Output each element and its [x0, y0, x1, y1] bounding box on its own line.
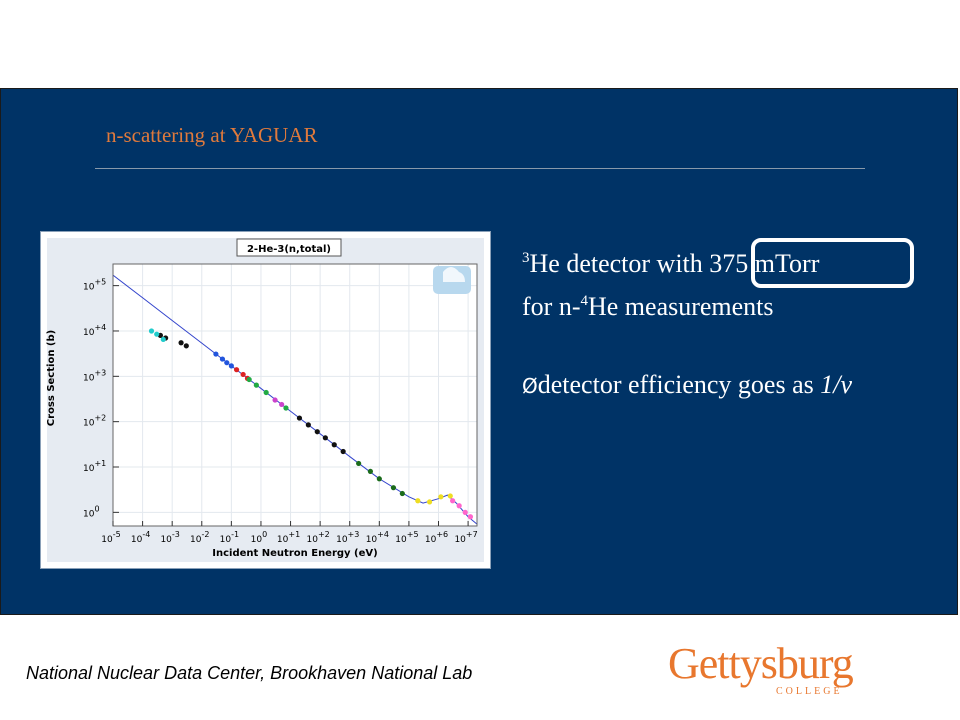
gettysburg-logo: Gettysburg COLLEGE	[668, 639, 868, 702]
data-point	[447, 493, 453, 499]
slide-title: n-scattering at YAGUAR	[106, 123, 318, 147]
detector-line: 3He detector with 375 mTorr	[522, 251, 819, 277]
title-divider	[95, 168, 865, 169]
logo-wordmark: Gettysburg	[668, 639, 854, 688]
x-tick-label: 10-4	[131, 530, 150, 545]
x-tick-label: 10-3	[160, 530, 179, 545]
helium3-superscript: 3	[522, 250, 530, 266]
x-tick-label: 10-5	[101, 530, 120, 545]
data-point	[467, 514, 474, 520]
y-tick-label: 10+2	[83, 414, 106, 429]
data-point	[462, 509, 468, 515]
y-tick-label: 10+1	[83, 459, 106, 474]
data-point	[305, 422, 311, 428]
data-point	[438, 494, 444, 500]
chart-title-box: 2-He-3(n,total)	[236, 238, 342, 257]
data-point	[415, 498, 421, 504]
measurement-line: for n-4He measurements	[522, 294, 774, 320]
data-point	[154, 331, 160, 337]
x-tick-label: 10-1	[220, 530, 239, 545]
x-tick-label: 10+1	[277, 530, 300, 545]
efficiency-formula: 1/v	[820, 370, 853, 399]
data-point	[178, 340, 184, 346]
data-point	[246, 376, 252, 383]
x-tick-label: 10-2	[190, 530, 209, 545]
y-tick-label: 10+4	[83, 323, 106, 338]
x-axis-label: Incident Neutron Energy (eV)	[212, 548, 377, 559]
x-tick-label: 10+5	[395, 530, 418, 545]
pressure-highlight-box	[751, 238, 914, 288]
axis-layer: 10-5 10-4 10-3 10-2 10-1 100 10+1 10+2 10+3 10+4 1…	[83, 263, 478, 545]
efficiency-bullet: Ødetector efficiency goes as 1/v	[522, 372, 852, 398]
data-point	[233, 367, 240, 373]
data-point	[228, 363, 234, 369]
plot-canvas: 10-5 10-4 10-3 10-2 10-1 100 10+1 10+2 10+3 10+4 1…	[46, 238, 484, 562]
efficiency-text: detector efficiency goes as	[537, 370, 821, 399]
data-point	[456, 503, 462, 509]
arrow-bullet-icon: Ø	[522, 374, 538, 398]
x-tick-label: 10+4	[366, 530, 389, 545]
measurement-line-prefix: for n-	[522, 292, 581, 321]
x-tick-label: 10+7	[454, 530, 477, 545]
data-point	[279, 401, 285, 408]
data-point	[314, 429, 320, 435]
plot-frame-border	[112, 263, 478, 527]
cross-section-plot: 10-5 10-4 10-3 10-2 10-1 100 10+1 10+2 10+3 10+4 1…	[40, 231, 491, 569]
data-point	[219, 356, 226, 362]
data-point	[272, 397, 278, 403]
nndc-logo-icon	[433, 266, 471, 294]
data-point	[240, 371, 246, 378]
x-tick-label: 10+6	[425, 530, 448, 545]
data-point	[148, 328, 155, 334]
plot-area	[112, 263, 478, 527]
data-point	[390, 485, 397, 491]
x-tick-label: 10+2	[307, 530, 330, 545]
data-point	[331, 442, 337, 448]
y-tick-label: 100	[83, 504, 100, 519]
data-point	[283, 405, 289, 411]
y-tick-label: 10+3	[83, 368, 106, 383]
x-tick-label: 100	[251, 530, 268, 545]
data-point	[426, 499, 433, 505]
data-point	[450, 498, 456, 504]
data-point	[160, 336, 166, 343]
data-point	[213, 351, 219, 357]
helium4-superscript: 4	[580, 293, 588, 309]
y-axis-label: Cross Section (b)	[46, 330, 57, 426]
data-point	[340, 448, 346, 455]
data-point	[296, 415, 303, 421]
plot-grid	[112, 264, 477, 526]
pressure-value: 375 mTorr	[709, 249, 820, 278]
data-point	[356, 460, 362, 467]
data-point	[399, 490, 405, 497]
measurement-line-text: He measurements	[587, 292, 774, 321]
data-point	[253, 382, 259, 388]
footer-credit: National Nuclear Data Center, Brookhaven…	[26, 663, 473, 683]
data-point	[322, 435, 328, 441]
data-point	[183, 343, 189, 349]
data-point	[376, 476, 382, 482]
data-point	[367, 468, 374, 475]
chart-title: 2-He-3(n,total)	[247, 244, 331, 255]
data-point	[263, 389, 269, 396]
x-tick-label: 10+3	[336, 530, 359, 545]
logo-subtitle: COLLEGE	[776, 686, 843, 697]
detector-line-text: He detector with	[529, 249, 710, 278]
data-point	[224, 360, 230, 366]
data-points-layer	[148, 328, 474, 520]
y-tick-label: 10+5	[83, 278, 106, 293]
